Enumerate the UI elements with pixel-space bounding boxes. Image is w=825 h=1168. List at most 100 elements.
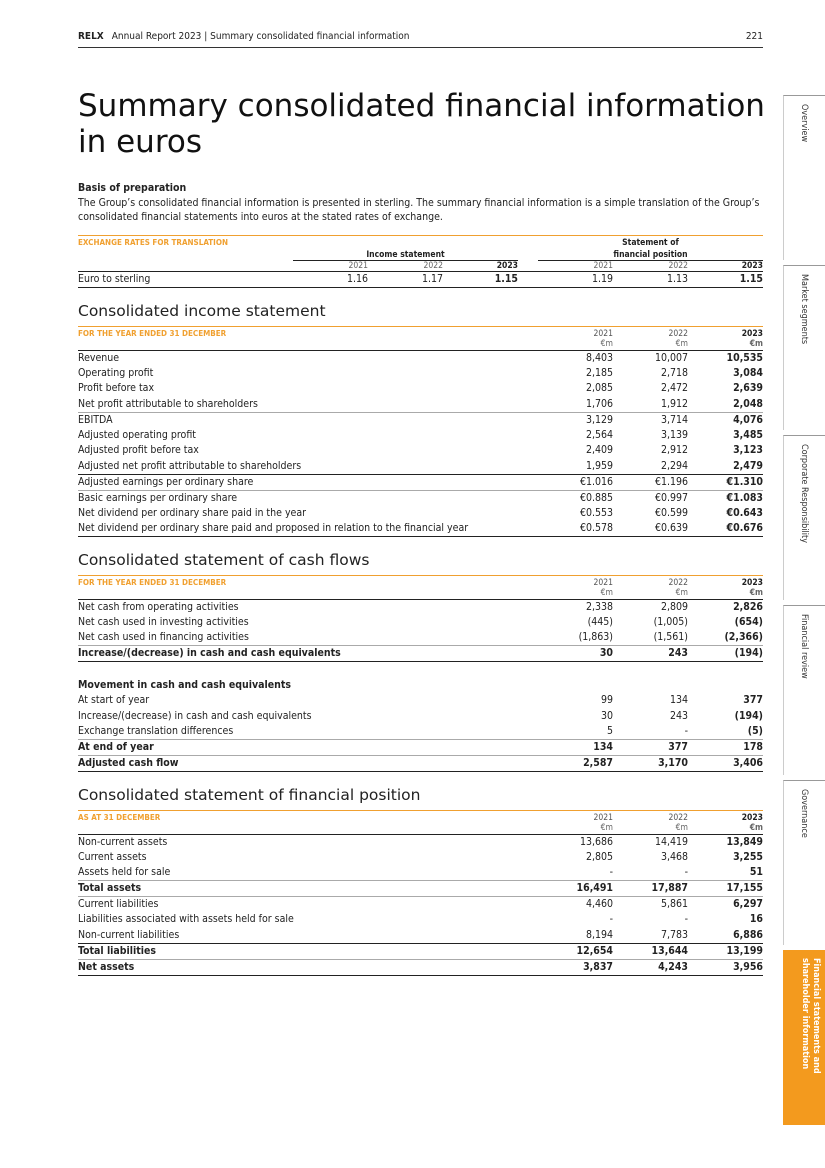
tab-market-segments[interactable]: Market segments bbox=[783, 265, 825, 430]
row-value: - bbox=[609, 866, 613, 878]
row-value: 2,912 bbox=[660, 444, 688, 457]
table-row: Exchange translation differences 5 - (5) bbox=[78, 724, 763, 740]
row-value: 2,587 bbox=[538, 755, 613, 772]
row-value: 30 bbox=[538, 645, 613, 662]
year: 2022 bbox=[368, 260, 443, 272]
table-row: Operating profit 2,185 2,718 3,084 bbox=[78, 366, 763, 382]
row-value: 2,805 bbox=[585, 850, 613, 863]
year: 2021 bbox=[538, 260, 613, 272]
table-row: Profit before tax 2,085 2,472 2,639 bbox=[78, 381, 763, 397]
row-value: €1.196 bbox=[613, 473, 688, 490]
tab-label: Market segments bbox=[799, 274, 809, 345]
rate: 1.15 bbox=[688, 271, 763, 288]
row-value: 1,959 bbox=[585, 459, 613, 472]
row-value: 17,887 bbox=[613, 880, 688, 897]
row-value: 3,139 bbox=[660, 428, 688, 441]
group-financial-position: Statement of bbox=[622, 238, 679, 248]
row-value: 2,564 bbox=[585, 428, 613, 441]
row-value: €0.599 bbox=[654, 506, 688, 519]
table-row: At start of year 99 134 377 bbox=[78, 693, 763, 709]
title-line-1: Summary consolidated financial informati… bbox=[78, 88, 765, 124]
table-row: Current assets 2,805 3,468 3,255 bbox=[78, 850, 763, 866]
table-row: Net cash used in investing activities (44… bbox=[78, 615, 763, 631]
tab-financial-review[interactable]: Financial review bbox=[783, 605, 825, 775]
income-table: FOR THE YEAR ENDED 31 DECEMBER 2021 2022 20… bbox=[78, 326, 763, 537]
row-label: Revenue bbox=[78, 351, 120, 364]
row-value: 3,084 bbox=[733, 366, 763, 379]
row-value: 3,406 bbox=[688, 755, 763, 772]
row-label: EBITDA bbox=[78, 411, 538, 428]
row-label: Net cash used in investing activities bbox=[78, 615, 249, 628]
row-value: - bbox=[684, 866, 688, 878]
unit-label: €m bbox=[688, 339, 763, 351]
table-header-row: FOR THE YEAR ENDED 31 DECEMBER 2021 2022 20… bbox=[78, 576, 763, 589]
row-value: 3,714 bbox=[613, 411, 688, 428]
row-value: 2,294 bbox=[660, 459, 688, 472]
position-table: AS AT 31 DECEMBER 2021 2022 2023 €m €m €m Non-c… bbox=[78, 810, 763, 976]
row-value: (5) bbox=[747, 725, 763, 737]
row-value: 5 bbox=[606, 725, 613, 737]
row-value: 3,170 bbox=[613, 755, 688, 772]
unit-label: €m bbox=[688, 823, 763, 835]
year: 2021 bbox=[293, 260, 368, 272]
unit-label: €m bbox=[613, 339, 688, 351]
row-value bbox=[688, 678, 763, 694]
page-header: RELX Annual Report 2023 | Summary consol… bbox=[78, 31, 763, 48]
row-value: 10,535 bbox=[726, 351, 763, 364]
unit-label: €m bbox=[538, 823, 613, 835]
tab-governance[interactable]: Governance bbox=[783, 780, 825, 945]
row-label: Movement in cash and cash equivalents bbox=[78, 678, 292, 691]
tab-label: Financial statements and shareholder inf… bbox=[800, 958, 821, 1074]
row-label: Basic earnings per ordinary share bbox=[78, 489, 538, 506]
year: 2023 bbox=[443, 260, 518, 272]
spacer bbox=[78, 339, 538, 351]
table-row: Net dividend per ordinary share paid and… bbox=[78, 521, 763, 537]
row-value: 99 bbox=[600, 694, 613, 707]
header-title: Annual Report 2023 | Summary consolidate… bbox=[111, 31, 410, 42]
row-value: 243 bbox=[613, 645, 688, 662]
row-value: €0.997 bbox=[613, 489, 688, 506]
row-value: 6,886 bbox=[733, 928, 763, 941]
row-value: 14,419 bbox=[654, 835, 688, 848]
page-title: Summary consolidated financial informati… bbox=[78, 88, 765, 160]
row-label: Exchange translation differences bbox=[78, 725, 234, 737]
row-value: (2,366) bbox=[724, 631, 763, 643]
brand: RELX bbox=[78, 31, 104, 42]
table-header-row: FOR THE YEAR ENDED 31 DECEMBER 2021 2022 20… bbox=[78, 327, 763, 340]
unit-row: €m €m €m bbox=[78, 339, 763, 351]
table-row: Net profit attributable to shareholders 1… bbox=[78, 397, 763, 413]
tab-corporate-responsibility[interactable]: Corporate Responsibility bbox=[783, 435, 825, 600]
row-value: €0.553 bbox=[579, 506, 613, 519]
row-value: 6,297 bbox=[688, 896, 763, 912]
basis-text: The Group’s consolidated financial infor… bbox=[78, 196, 760, 224]
table-caption: FOR THE YEAR ENDED 31 DECEMBER bbox=[78, 578, 227, 587]
table-row: Total assets 16,491 17,887 17,155 bbox=[78, 880, 763, 897]
row-value: (194) bbox=[734, 709, 763, 722]
row-value: 2,085 bbox=[585, 382, 613, 395]
row-label: Liabilities associated with assets held … bbox=[78, 913, 294, 926]
tab-financial-statements[interactable]: Financial statements and shareholder inf… bbox=[783, 950, 825, 1125]
row-label: Net cash from operating activities bbox=[78, 600, 239, 613]
year-header: 2022 bbox=[668, 329, 688, 339]
row-value: 243 bbox=[669, 709, 688, 722]
row-value: (1,561) bbox=[653, 631, 688, 643]
table-row: Adjusted profit before tax 2,409 2,912 3,12… bbox=[78, 443, 763, 459]
group-financial-position-2: financial position bbox=[538, 248, 763, 261]
basis-heading: Basis of preparation bbox=[78, 182, 187, 194]
row-value: 30 bbox=[600, 709, 613, 722]
year-header: 2021 bbox=[593, 813, 613, 823]
row-label: Total assets bbox=[78, 880, 538, 897]
row-label: Operating profit bbox=[78, 366, 154, 379]
tab-overview[interactable]: Overview bbox=[783, 95, 825, 260]
row-value: 13,849 bbox=[726, 835, 763, 848]
row-label: Increase/(decrease) in cash and cash equ… bbox=[78, 709, 312, 722]
row-label: At end of year bbox=[78, 739, 538, 756]
row-value: €1.016 bbox=[538, 473, 613, 490]
row-value: 3,485 bbox=[733, 428, 763, 441]
table-row: Liabilities associated with assets held … bbox=[78, 912, 763, 928]
row-value: 8,194 bbox=[585, 928, 613, 941]
table-row: Revenue 8,403 10,007 10,535 bbox=[78, 350, 763, 366]
row-value: 377 bbox=[743, 694, 763, 707]
table-row: Net cash used in financing activities (1,… bbox=[78, 630, 763, 646]
row-label: Net assets bbox=[78, 958, 538, 976]
